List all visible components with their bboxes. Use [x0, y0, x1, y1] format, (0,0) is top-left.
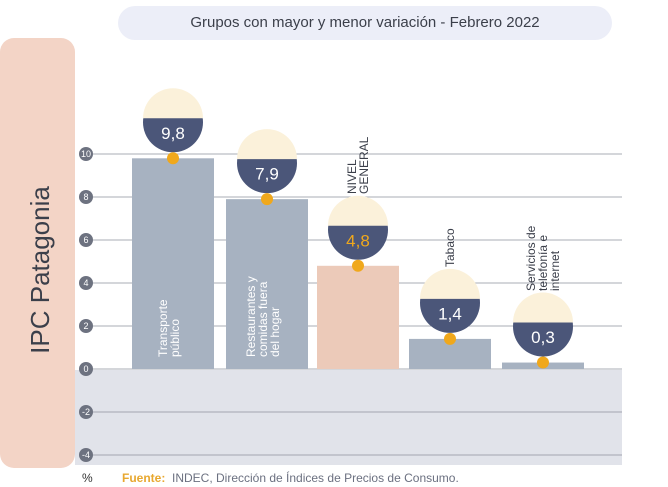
y-tick-badge [79, 405, 93, 419]
value-label: 1,4 [438, 304, 462, 323]
y-tick-badge [79, 319, 93, 333]
y-tick-label: 10 [81, 149, 91, 159]
category-label: NIVEL GENERAL [345, 136, 371, 194]
y-tick-label: -2 [82, 407, 90, 417]
side-title: IPC Patagonia [25, 186, 55, 354]
y-tick-label: -4 [82, 450, 90, 460]
category-label: Servicios de telefonía e internet [524, 225, 562, 291]
y-tick-badge [79, 190, 93, 204]
badge-icon-bg [143, 88, 203, 119]
value-dot [444, 332, 456, 345]
y-tick-label: 2 [83, 321, 88, 331]
y-tick-badge [79, 448, 93, 462]
category-label: Restaurantes y comidas fuera del hogar [244, 276, 282, 357]
title-pill [118, 6, 612, 40]
category-label: Transporte público [156, 299, 182, 357]
value-label: 9,8 [161, 124, 185, 143]
value-label: 4,8 [346, 231, 370, 250]
badge-icon-bg [513, 292, 573, 323]
badge-icon-bg [328, 195, 388, 226]
y-tick-badge [79, 362, 93, 376]
y-tick-label: 4 [83, 278, 88, 288]
y-tick-badge [79, 233, 93, 247]
value-dot [537, 356, 549, 369]
bar [132, 158, 214, 369]
negative-area [75, 370, 622, 465]
badge-icon-bg [237, 129, 297, 160]
source-label: Fuente: [122, 471, 165, 485]
value-dot [261, 193, 273, 206]
category-label: Tabaco [443, 228, 457, 267]
y-tick-badge [79, 147, 93, 161]
y-axis-label: % [82, 471, 93, 485]
badge-icon-bg [420, 268, 480, 299]
bar [317, 265, 399, 369]
value-label: 0,3 [531, 328, 555, 347]
value-dot [167, 152, 179, 165]
y-tick-label: 0 [83, 364, 88, 374]
value-label: 7,9 [255, 165, 279, 184]
value-dot [352, 259, 364, 272]
chart-title: Grupos con mayor y menor variación - Feb… [190, 14, 539, 31]
y-tick-badge [79, 276, 93, 290]
side-band [0, 38, 75, 468]
bar [226, 199, 308, 369]
y-tick-label: 8 [83, 192, 88, 202]
y-tick-label: 6 [83, 235, 88, 245]
source: INDEC, Dirección de Índices de Precios d… [172, 470, 459, 485]
